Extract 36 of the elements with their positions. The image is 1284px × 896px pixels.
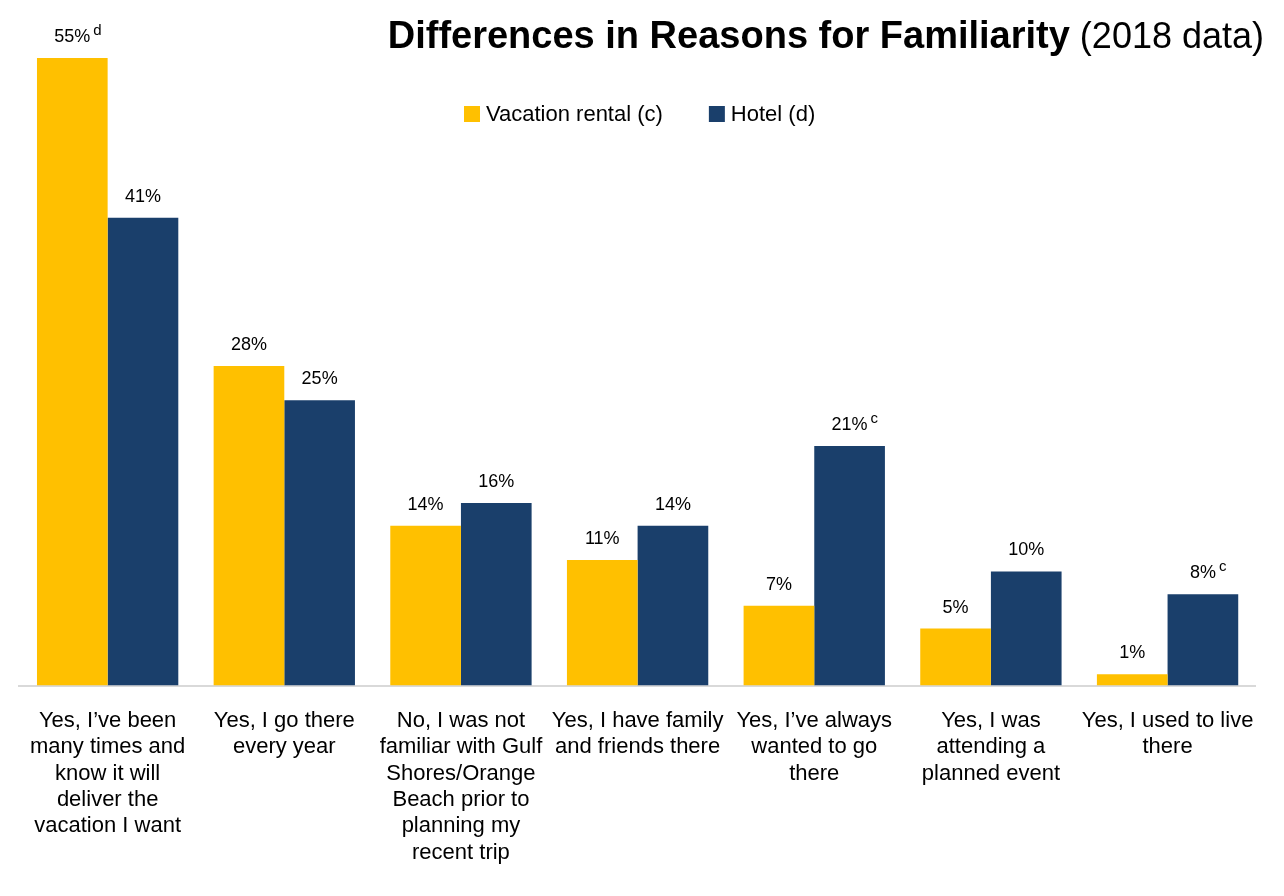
- x-tick-label: Yes, I’ve always wanted to go there: [736, 706, 893, 785]
- data-label: 28%: [230, 334, 267, 355]
- x-tick-label: Yes, I go there every year: [213, 706, 355, 759]
- x-tick-label: Yes, I have family and friends there: [551, 706, 724, 759]
- bar: [213, 366, 285, 686]
- bar: [460, 503, 532, 686]
- bar: [743, 605, 815, 686]
- data-label: 11%: [584, 528, 620, 549]
- bar: [920, 628, 991, 686]
- data-label: 7%: [765, 573, 792, 594]
- data-label: 14%: [654, 493, 691, 514]
- bar: [814, 445, 885, 686]
- data-label: 5%: [942, 596, 969, 617]
- legend-label: Hotel (d): [730, 101, 816, 127]
- data-label: 14%: [407, 493, 444, 514]
- bar: [990, 571, 1062, 686]
- bar: [284, 400, 355, 686]
- x-tick-label: Yes, I used to live there: [1081, 706, 1254, 759]
- chart-title: Differences in Reasons for Familiarity: [387, 14, 1070, 56]
- x-tick-label: Yes, I’ve been many times and know it will deliver the vacation I want: [29, 706, 186, 838]
- data-label: 25%: [301, 368, 338, 389]
- x-tick-label: No, I was not familiar with Gulf Shores/Orange Beach prior to planning my recent trip: [379, 706, 544, 864]
- bar: [107, 217, 179, 686]
- bar: [390, 525, 461, 686]
- bar: [1167, 594, 1239, 686]
- bar: [1096, 674, 1168, 686]
- bar: [566, 560, 638, 686]
- data-label: 10%: [1008, 539, 1045, 560]
- data-label: 41%: [124, 185, 161, 206]
- chart-subtitle: (2018 data): [1069, 15, 1265, 56]
- data-label: 1%: [1119, 642, 1146, 663]
- x-tick-label: Yes, I was attending a planned event: [921, 706, 1061, 785]
- data-label: 16%: [478, 470, 515, 491]
- legend-label: Vacation rental (c): [485, 101, 663, 127]
- bar: [637, 525, 709, 686]
- bar: [36, 58, 108, 686]
